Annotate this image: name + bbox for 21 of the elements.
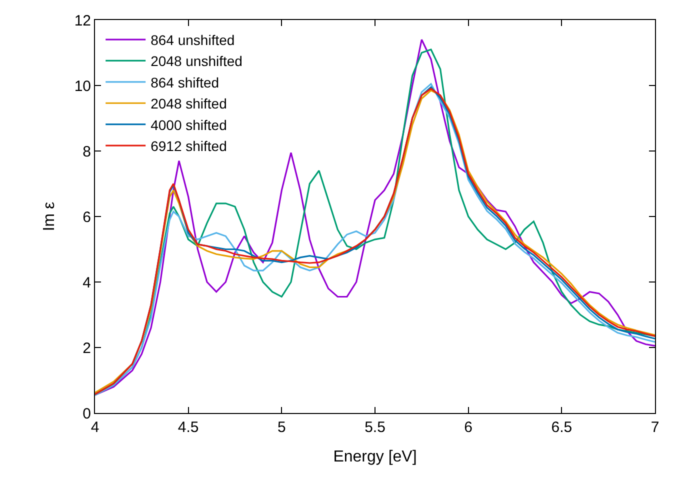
y-tick-label: 12 bbox=[74, 12, 91, 30]
y-axis-title: Im ε bbox=[41, 202, 58, 232]
legend-label: 2048 shifted bbox=[150, 96, 227, 112]
x-tick-label: 4.5 bbox=[178, 419, 199, 436]
legend-label: 2048 unshifted bbox=[150, 53, 242, 70]
y-tick-label: 6 bbox=[82, 208, 91, 226]
y-tick-label: 0 bbox=[82, 405, 91, 422]
x-tick-label: 7 bbox=[650, 419, 660, 436]
x-tick-label: 5.5 bbox=[364, 419, 386, 436]
x-tick-label: 6.5 bbox=[551, 419, 572, 436]
y-tick-label: 2 bbox=[82, 340, 91, 357]
legend-label: 864 shifted bbox=[150, 74, 220, 90]
x-tick-label: 5 bbox=[278, 419, 286, 436]
x-axis-title: Energy [eV] bbox=[333, 448, 417, 466]
y-tick-label: 8 bbox=[82, 143, 91, 160]
x-tick-label: 6 bbox=[464, 419, 472, 436]
y-tick-label: 10 bbox=[74, 78, 91, 95]
legend-label: 6912 shifted bbox=[150, 138, 227, 154]
legend-label: 864 unshifted bbox=[150, 32, 235, 48]
y-tick-label: 4 bbox=[82, 274, 91, 292]
legend-label: 4000 shifted bbox=[150, 116, 227, 133]
